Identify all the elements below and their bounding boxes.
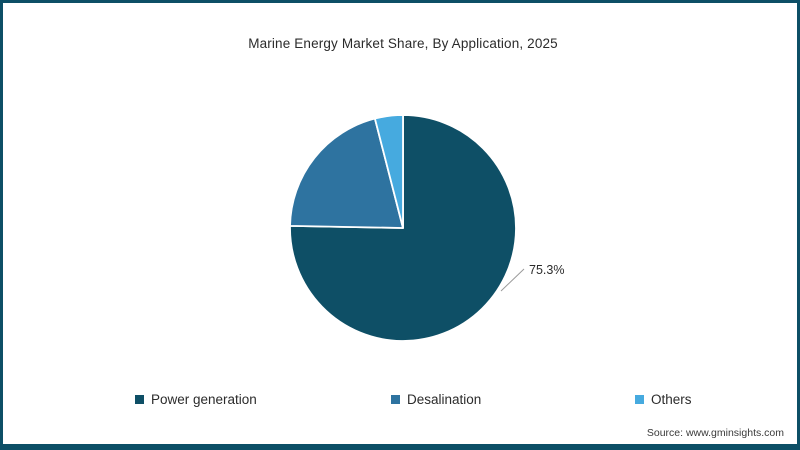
chart-legend: Power generation Desalination Others: [3, 391, 797, 411]
page-title: Marine Energy Market Share, By Applicati…: [248, 36, 558, 51]
slice-label-power-generation: 75.3%: [529, 263, 564, 277]
pie-slice-desalination[interactable]: [289, 117, 404, 229]
legend-item-power-generation[interactable]: Power generation: [135, 393, 257, 407]
pie-slice-group: [289, 114, 517, 342]
label-leader-line: [500, 268, 525, 292]
pie-slice-others[interactable]: [374, 114, 404, 229]
pie-chart: 75.3%: [289, 114, 564, 342]
legend-swatch-power-generation: [135, 395, 144, 405]
legend-swatch-desalination: [391, 395, 400, 405]
pie-slice-power-generation[interactable]: [289, 114, 517, 342]
legend-label-others: Others: [651, 392, 692, 407]
legend-label-desalination: Desalination: [407, 392, 482, 407]
legend-item-desalination[interactable]: Desalination: [391, 393, 481, 407]
legend-label-power-generation: Power generation: [151, 392, 257, 407]
legend-item-others[interactable]: Others: [635, 393, 692, 407]
source-attribution: Source: www.gminsights.com: [646, 427, 784, 439]
legend-swatch-others: [635, 395, 644, 405]
